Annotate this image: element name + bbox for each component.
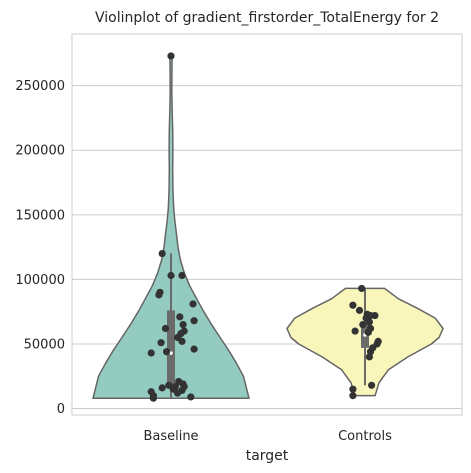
data-point bbox=[176, 313, 183, 320]
data-point bbox=[359, 321, 366, 328]
y-tick-label: 0 bbox=[57, 402, 65, 417]
data-point bbox=[349, 392, 356, 399]
data-point bbox=[187, 393, 194, 400]
data-point bbox=[349, 302, 356, 309]
data-point bbox=[368, 382, 375, 389]
data-point bbox=[159, 384, 166, 391]
data-point bbox=[366, 318, 373, 325]
data-point bbox=[356, 307, 363, 314]
y-tick-label: 200000 bbox=[15, 144, 65, 159]
data-point bbox=[162, 325, 169, 332]
data-point bbox=[155, 291, 162, 298]
data-point bbox=[167, 52, 174, 59]
data-point bbox=[358, 285, 365, 292]
chart-title: Violinplot of gradient_firstorder_TotalE… bbox=[95, 10, 439, 26]
x-tick-label: Controls bbox=[338, 429, 392, 444]
data-point bbox=[158, 339, 165, 346]
data-point bbox=[148, 349, 155, 356]
data-point bbox=[189, 300, 196, 307]
data-point bbox=[180, 321, 187, 328]
data-point bbox=[163, 348, 170, 355]
data-point bbox=[178, 272, 185, 279]
data-point bbox=[159, 250, 166, 257]
data-point bbox=[178, 338, 185, 345]
quartile-box bbox=[167, 310, 175, 386]
data-point bbox=[167, 272, 174, 279]
data-point bbox=[174, 389, 181, 396]
y-tick-label: 150000 bbox=[15, 208, 65, 223]
y-tick-label: 250000 bbox=[15, 79, 65, 94]
data-point bbox=[352, 327, 359, 334]
x-tick-label: Baseline bbox=[143, 429, 198, 444]
data-point bbox=[150, 395, 157, 402]
y-tick-label: 100000 bbox=[15, 273, 65, 288]
data-point bbox=[191, 317, 198, 324]
data-point bbox=[191, 346, 198, 353]
data-point bbox=[349, 386, 356, 393]
data-point bbox=[365, 329, 372, 336]
data-point bbox=[366, 353, 373, 360]
x-axis-title: target bbox=[246, 448, 289, 464]
y-tick-label: 50000 bbox=[24, 337, 65, 352]
data-point bbox=[371, 312, 378, 319]
